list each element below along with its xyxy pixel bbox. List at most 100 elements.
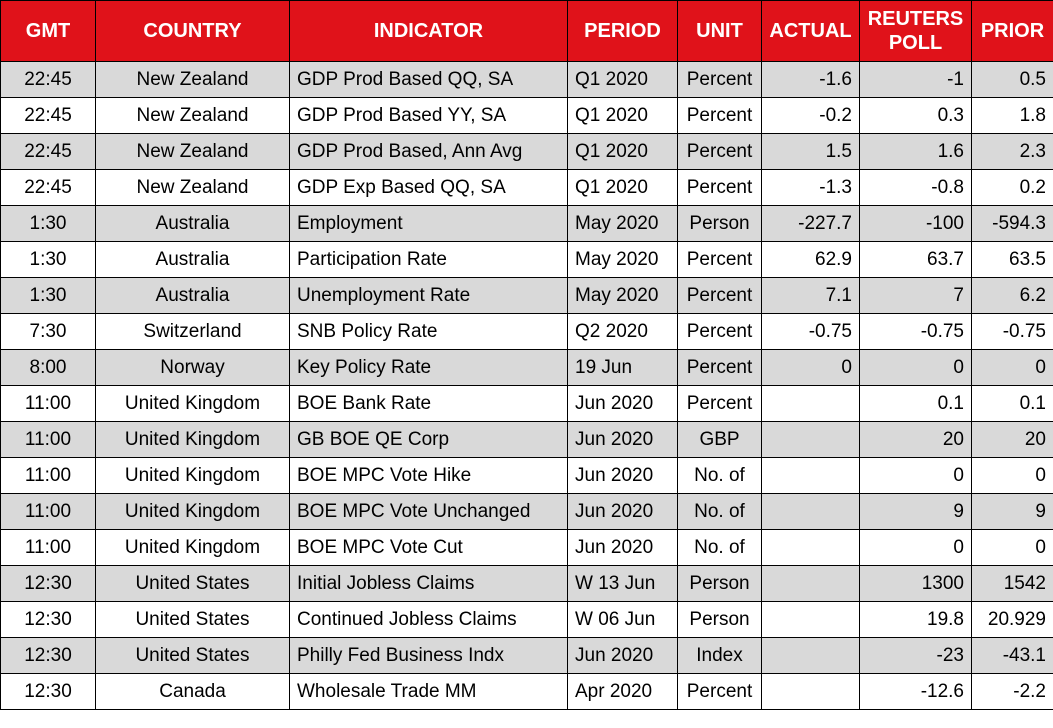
cell-reuters-poll: 0 [859,349,972,386]
cell-prior: 0.2 [971,169,1053,206]
cell-period: Jun 2020 [567,493,678,530]
cell-unit: Percent [677,277,762,314]
cell-country: Australia [95,277,290,314]
table-row: 1:30 Australia Unemployment Rate May 2020 Pe… [0,277,1053,314]
table-row: 11:00 United Kingdom BOE MPC Vote Unchange… [0,493,1053,530]
cell-prior: 0.1 [971,385,1053,422]
cell-actual: -0.75 [761,313,860,350]
cell-reuters-poll: 9 [859,493,972,530]
cell-period: W 13 Jun [567,565,678,602]
cell-indicator: BOE MPC Vote Hike [289,457,568,494]
cell-period: W 06 Jun [567,601,678,638]
table-row: 22:45 New Zealand GDP Prod Based, Ann Avg Q… [0,133,1053,170]
cell-gmt: 12:30 [0,565,96,602]
cell-period: May 2020 [567,277,678,314]
cell-reuters-poll: 1300 [859,565,972,602]
cell-indicator: BOE MPC Vote Unchanged [289,493,568,530]
cell-reuters-poll: 63.7 [859,241,972,278]
table-header: GMT COUNTRY INDICATOR PERIOD UNIT ACTUAL REUTE… [0,0,1053,62]
cell-period: May 2020 [567,205,678,242]
cell-gmt: 11:00 [0,421,96,458]
table-body: 22:45 New Zealand GDP Prod Based QQ, SA Q1 … [0,61,1053,710]
table-row: 22:45 New Zealand GDP Prod Based QQ, SA Q1 … [0,61,1053,98]
cell-gmt: 11:00 [0,385,96,422]
cell-reuters-poll: -1 [859,61,972,98]
column-header-prior: PRIOR [971,0,1053,62]
cell-indicator: SNB Policy Rate [289,313,568,350]
cell-actual: 0 [761,349,860,386]
cell-gmt: 22:45 [0,133,96,170]
cell-reuters-poll: 0 [859,529,972,566]
cell-period: 19 Jun [567,349,678,386]
cell-indicator: GDP Prod Based YY, SA [289,97,568,134]
cell-country: United Kingdom [95,421,290,458]
cell-prior: 20 [971,421,1053,458]
cell-unit: Index [677,637,762,674]
cell-country: New Zealand [95,61,290,98]
cell-reuters-poll: 1.6 [859,133,972,170]
column-header-actual: ACTUAL [761,0,860,62]
cell-actual: -1.3 [761,169,860,206]
cell-actual [761,457,860,494]
cell-prior: -594.3 [971,205,1053,242]
column-header-country: COUNTRY [95,0,290,62]
cell-unit: Person [677,601,762,638]
table-row: 12:30 United States Initial Jobless Claims… [0,565,1053,602]
column-header-indicator: INDICATOR [289,0,568,62]
table-row: 11:00 United Kingdom BOE MPC Vote Hike Jun … [0,457,1053,494]
cell-gmt: 7:30 [0,313,96,350]
cell-indicator: Continued Jobless Claims [289,601,568,638]
cell-prior: 1.8 [971,97,1053,134]
cell-period: Jun 2020 [567,529,678,566]
cell-period: Q1 2020 [567,169,678,206]
cell-gmt: 11:00 [0,529,96,566]
cell-prior: 20.929 [971,601,1053,638]
cell-country: Canada [95,673,290,710]
cell-period: Q1 2020 [567,97,678,134]
cell-prior: 0 [971,457,1053,494]
cell-reuters-poll: -12.6 [859,673,972,710]
cell-country: New Zealand [95,97,290,134]
column-header-gmt: GMT [0,0,96,62]
cell-reuters-poll: -0.8 [859,169,972,206]
cell-prior: 0 [971,349,1053,386]
table-row: 12:30 Canada Wholesale Trade MM Apr 2020 Per… [0,673,1053,710]
cell-indicator: Unemployment Rate [289,277,568,314]
cell-gmt: 1:30 [0,205,96,242]
cell-indicator: GDP Prod Based, Ann Avg [289,133,568,170]
cell-country: United Kingdom [95,529,290,566]
cell-gmt: 22:45 [0,97,96,134]
cell-prior: -43.1 [971,637,1053,674]
cell-actual: 1.5 [761,133,860,170]
cell-indicator: Philly Fed Business Indx [289,637,568,674]
cell-country: United States [95,565,290,602]
cell-unit: Percent [677,385,762,422]
cell-gmt: 8:00 [0,349,96,386]
cell-indicator: Wholesale Trade MM [289,673,568,710]
cell-country: New Zealand [95,133,290,170]
cell-unit: Percent [677,241,762,278]
cell-period: Jun 2020 [567,637,678,674]
cell-unit: Percent [677,673,762,710]
cell-unit: Percent [677,169,762,206]
cell-prior: 0.5 [971,61,1053,98]
cell-country: Switzerland [95,313,290,350]
economic-calendar-table: GMT COUNTRY INDICATOR PERIOD UNIT ACTUAL REUTE… [0,0,1053,710]
cell-country: United Kingdom [95,493,290,530]
cell-actual: 7.1 [761,277,860,314]
cell-prior: 0 [971,529,1053,566]
cell-actual [761,493,860,530]
cell-actual: -0.2 [761,97,860,134]
table-row: 11:00 United Kingdom BOE MPC Vote Cut Jun 2… [0,529,1053,566]
cell-country: United States [95,601,290,638]
cell-period: Jun 2020 [567,457,678,494]
cell-actual: 62.9 [761,241,860,278]
cell-period: Q1 2020 [567,133,678,170]
cell-period: Jun 2020 [567,385,678,422]
cell-period: Q2 2020 [567,313,678,350]
cell-gmt: 12:30 [0,673,96,710]
cell-period: Q1 2020 [567,61,678,98]
cell-gmt: 22:45 [0,61,96,98]
cell-indicator: Employment [289,205,568,242]
cell-reuters-poll: 0.3 [859,97,972,134]
